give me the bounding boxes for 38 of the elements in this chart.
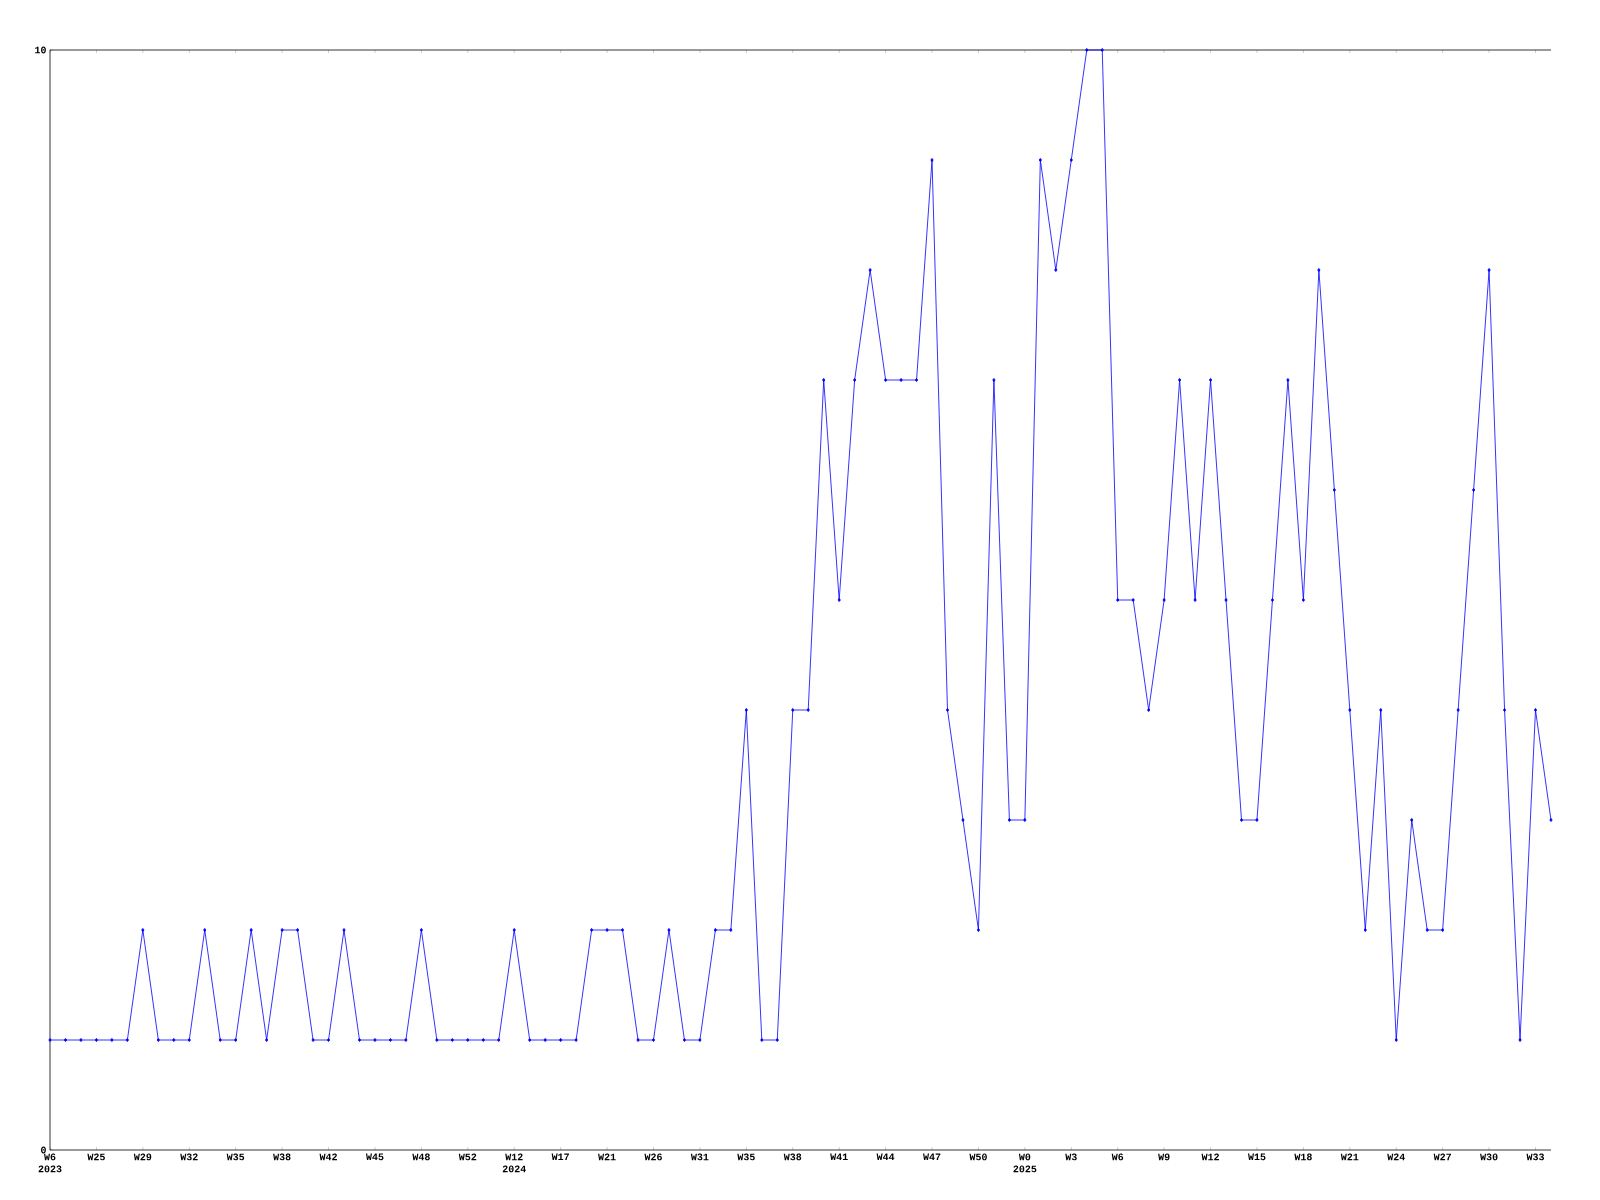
x-tick-label: W25 (87, 1153, 105, 1161)
x-tick-label: W47 (923, 1153, 941, 1161)
x-tick-label: W27 (1433, 1153, 1451, 1161)
x-tick-label: W12 (505, 1153, 523, 1161)
text: 2023 (38, 1165, 62, 1173)
x-tick-label: W0 (1018, 1153, 1031, 1161)
x-tick-label: W15 (1247, 1153, 1266, 1161)
x-tick-label: W21 (598, 1153, 616, 1161)
x-tick-label: W3 (1065, 1153, 1077, 1161)
x-tick-label: W45 (365, 1153, 384, 1161)
x-tick-label: W26 (644, 1153, 662, 1161)
x-tick-label: W17 (551, 1153, 569, 1161)
x-tick-label: W48 (412, 1153, 430, 1161)
x-tick-label: W18 (1294, 1153, 1312, 1161)
x-tick-label: W35 (737, 1153, 755, 1161)
x-tick-label: W35 (226, 1153, 245, 1161)
x-tick-label: W41 (830, 1153, 848, 1161)
x-tick-label: W33 (1526, 1153, 1545, 1161)
x-tick-label: W30 (1480, 1153, 1498, 1161)
x-tick-label: W9 (1158, 1153, 1170, 1161)
x-tick-label: W21 (1340, 1153, 1359, 1161)
y-tick-label: 0 (41, 1146, 46, 1154)
x-tick-label: W38 (783, 1153, 802, 1161)
text: 2024 (502, 1165, 526, 1173)
x-tick-label: W24 (1387, 1153, 1405, 1161)
x-tick-label: W38 (273, 1153, 291, 1161)
x-tick-label: W12 (1201, 1153, 1219, 1161)
y-tick-label: 10 (35, 46, 46, 54)
x-tick-label: W32 (180, 1153, 198, 1161)
x-tick-label: W6 (1111, 1153, 1124, 1161)
x-tick-label: W50 (969, 1153, 987, 1161)
x-tick-label: W44 (876, 1153, 895, 1161)
x-tick-label: W31 (690, 1153, 709, 1161)
x-tick-label: W29 (133, 1153, 152, 1161)
x-tick-label: W52 (458, 1153, 477, 1161)
text: 2025 (1013, 1165, 1037, 1173)
x-tick-label: W6 (44, 1153, 56, 1161)
x-tick-label: W42 (319, 1153, 337, 1161)
